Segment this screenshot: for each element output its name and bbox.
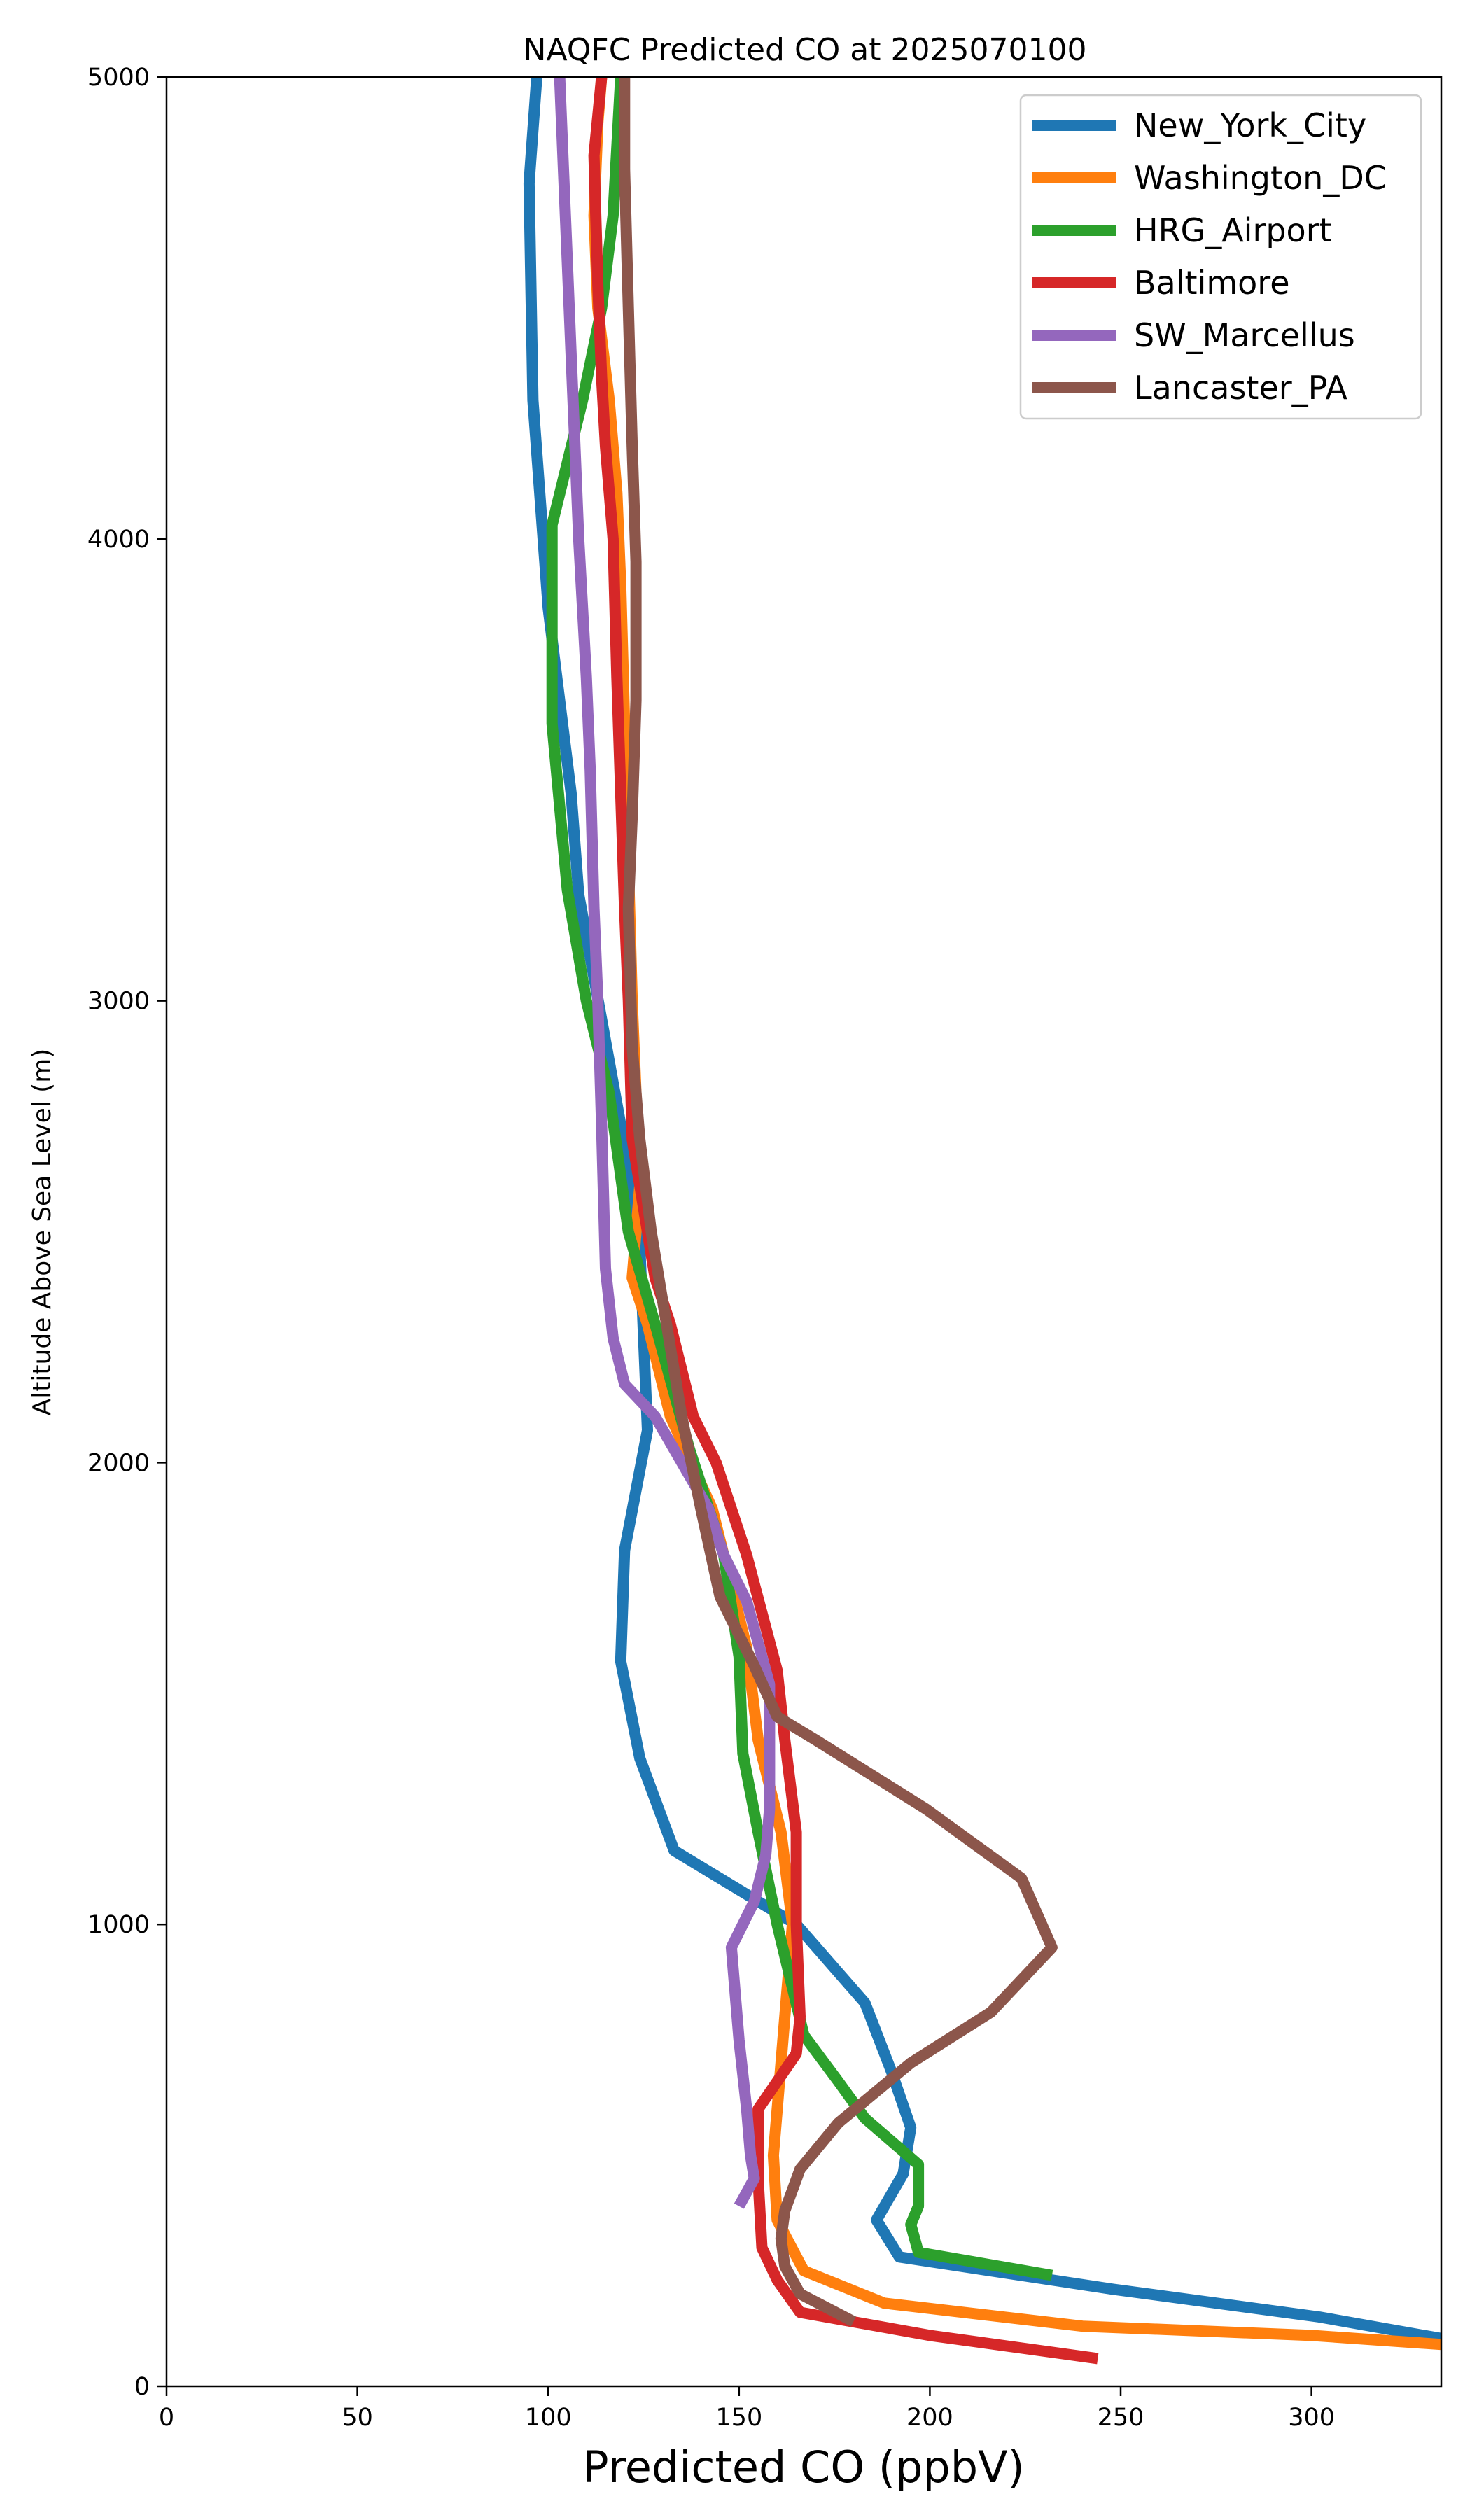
y-axis: 0 1000 2000 3000 4000 5000 [88,64,167,2401]
x-tick-label: 200 [906,2404,953,2432]
legend-box [1019,94,1422,420]
legend-label: Washington_DC [1134,159,1387,197]
x-tick-label: 150 [715,2404,762,2432]
legend-label: HRG_Airport [1134,211,1332,249]
x-tick-label: 100 [525,2404,572,2432]
legend-label: SW_Marcellus [1134,316,1355,354]
x-tick-label: 250 [1098,2404,1144,2432]
y-tick-label: 1000 [88,1911,150,1939]
chart-title: NAQFC Predicted CO at 2025070100 [524,32,1087,68]
series-line-baltimore [588,77,1099,2365]
y-tick-label: 0 [134,2373,150,2401]
x-tick-label: 0 [159,2404,174,2432]
x-axis: 0 50 100 150 200 250 300 [159,2386,1335,2432]
legend-label: Baltimore [1134,264,1290,302]
legend-label: Lancaster_PA [1134,369,1348,407]
series-layer [523,77,1441,2365]
series-line-lancaster-pa [619,77,1058,2327]
x-tick-label: 50 [342,2404,373,2432]
plot-frame [165,76,1443,2388]
y-tick-label: 2000 [88,1449,150,1477]
x-axis-label: Predicted CO (ppbV) [582,2442,1024,2493]
series-line-new-york-city [523,77,1441,2344]
y-tick-label: 4000 [88,526,150,554]
y-axis-label: Altitude Above Sea Level (m) [28,1049,57,1416]
series-line-washington-dc [588,77,1441,2351]
y-tick-label: 3000 [88,988,150,1016]
series-line-sw-marcellus [554,77,776,2209]
y-tick-label: 5000 [88,64,150,92]
x-tick-label: 300 [1288,2404,1335,2432]
legend: New_York_City Washington_DC HRG_Airport Bal… [1019,94,1422,420]
legend-label: New_York_City [1134,106,1366,144]
